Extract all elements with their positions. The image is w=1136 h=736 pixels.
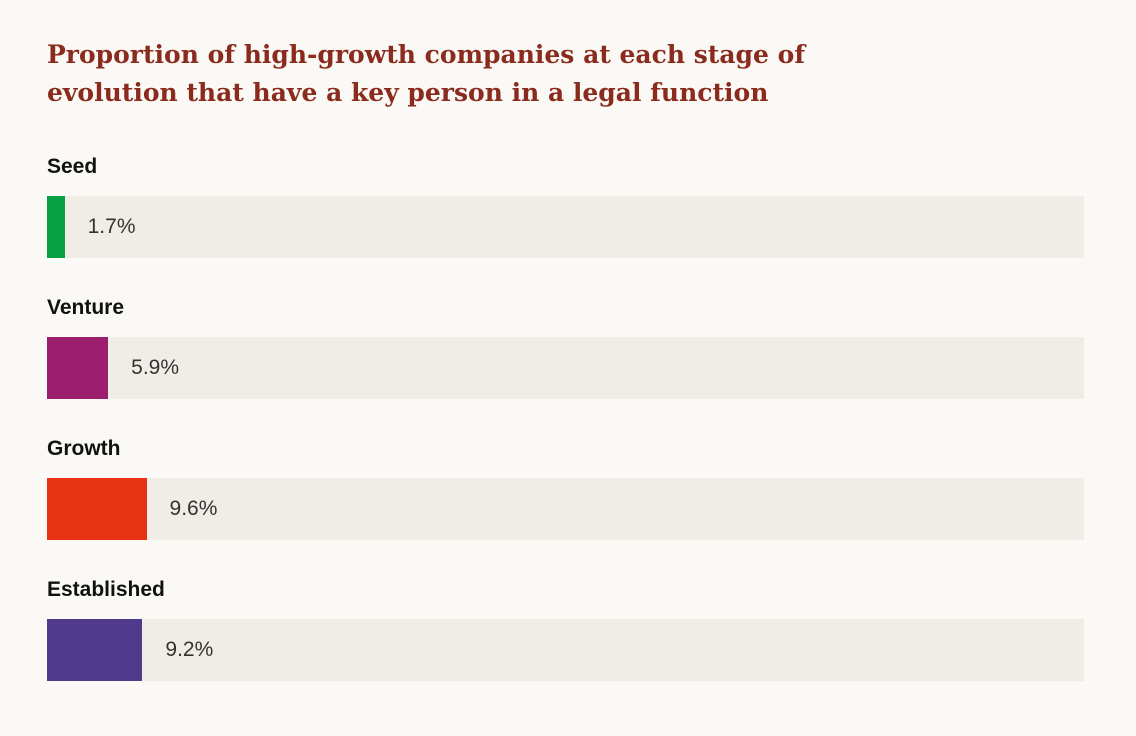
- category-label: Growth: [47, 437, 121, 460]
- bar-track: 9.6%: [47, 478, 1084, 540]
- category-label: Venture: [47, 296, 125, 319]
- data-label: 9.6%: [169, 497, 218, 520]
- bar: [47, 619, 143, 681]
- data-label: 1.7%: [87, 215, 136, 238]
- bar-track: 9.2%: [47, 619, 1084, 681]
- bar: [47, 478, 147, 540]
- bar: [47, 196, 65, 258]
- bar-track: 1.7%: [47, 196, 1084, 258]
- data-label: 5.9%: [131, 356, 180, 379]
- bar-track: 5.9%: [47, 337, 1084, 399]
- category-label: Established: [47, 578, 165, 601]
- chart-title: Proportion of high-growth companies at e…: [47, 40, 806, 107]
- data-label: 9.2%: [165, 638, 214, 661]
- category-label: Seed: [47, 155, 98, 178]
- bar: [47, 337, 109, 399]
